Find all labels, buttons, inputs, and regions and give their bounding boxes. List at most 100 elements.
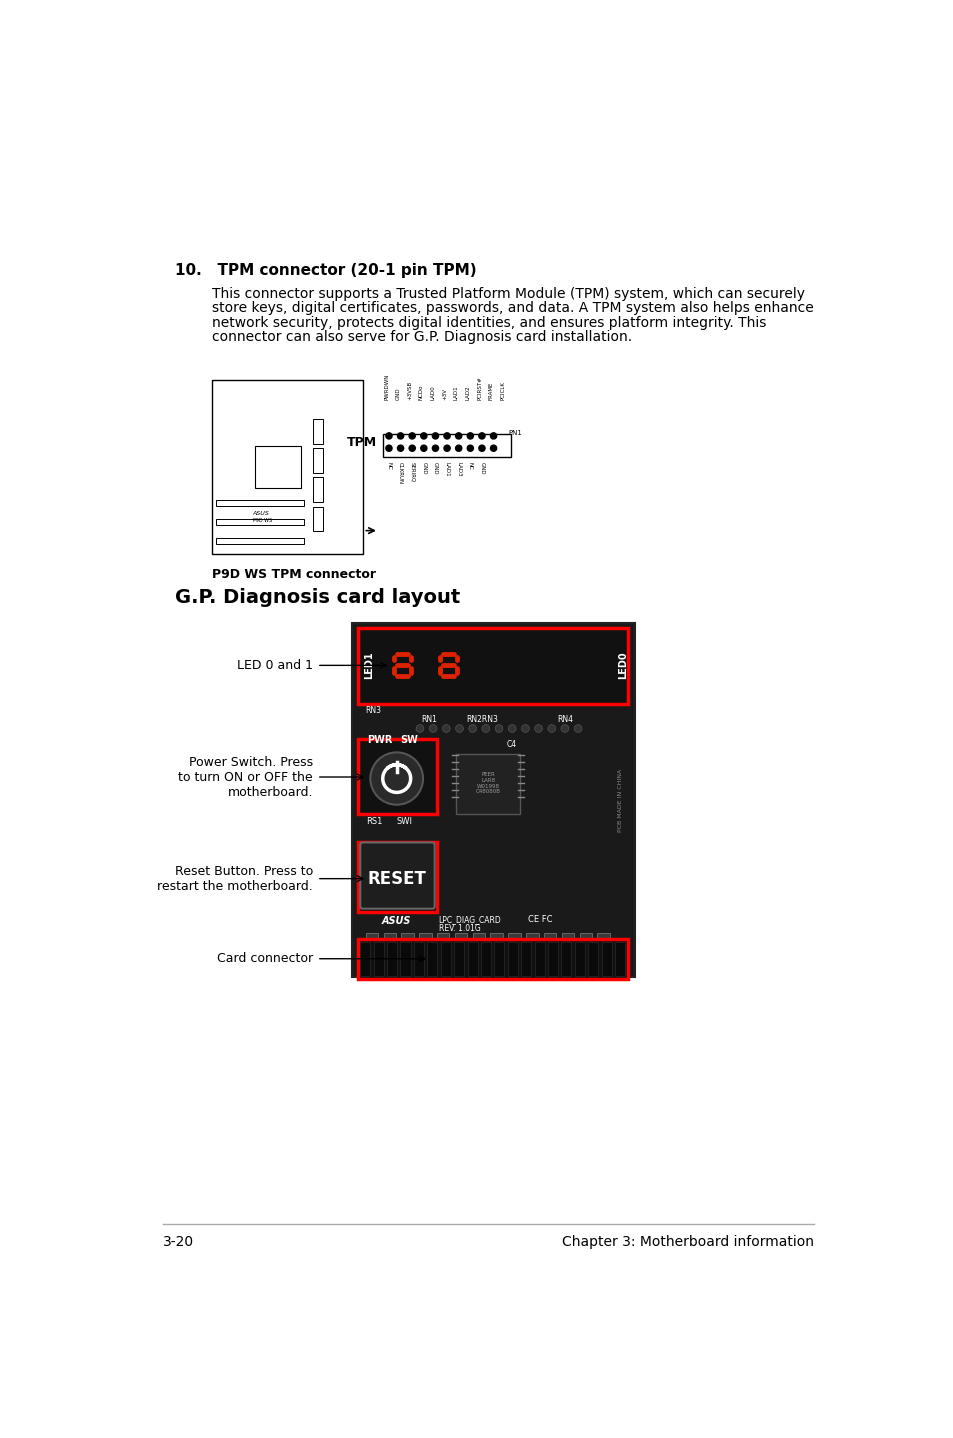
Circle shape [420, 433, 427, 439]
FancyBboxPatch shape [456, 754, 519, 814]
Text: LED 0 and 1: LED 0 and 1 [236, 659, 313, 672]
Text: RN3: RN3 [365, 706, 381, 715]
Circle shape [416, 725, 423, 732]
Circle shape [490, 433, 497, 439]
Circle shape [456, 433, 461, 439]
Circle shape [397, 433, 403, 439]
Text: RN1: RN1 [421, 716, 436, 725]
Text: SW: SW [399, 735, 417, 745]
Circle shape [409, 433, 415, 439]
FancyBboxPatch shape [490, 933, 502, 942]
Circle shape [521, 725, 529, 732]
FancyBboxPatch shape [561, 933, 574, 942]
FancyBboxPatch shape [597, 933, 609, 942]
FancyBboxPatch shape [454, 942, 464, 975]
Circle shape [508, 725, 516, 732]
Text: CLKRUN: CLKRUN [397, 462, 403, 485]
Text: LAD3: LAD3 [456, 462, 460, 477]
Circle shape [429, 725, 436, 732]
Text: Chapter 3: Motherboard information: Chapter 3: Motherboard information [562, 1235, 814, 1250]
FancyBboxPatch shape [387, 942, 396, 975]
Text: LED0: LED0 [618, 651, 627, 679]
Text: 3-20: 3-20 [163, 1235, 194, 1250]
Text: GND: GND [479, 462, 484, 475]
Text: RS1: RS1 [365, 817, 381, 825]
Circle shape [456, 725, 463, 732]
Text: NCDo: NCDo [418, 384, 423, 400]
FancyBboxPatch shape [357, 939, 628, 979]
Text: LED1: LED1 [363, 651, 374, 679]
FancyBboxPatch shape [520, 942, 531, 975]
Circle shape [478, 433, 484, 439]
Circle shape [467, 433, 473, 439]
Circle shape [490, 446, 497, 452]
Text: PCB MADE IN CHINA: PCB MADE IN CHINA [618, 768, 622, 831]
Text: TPM: TPM [346, 436, 376, 449]
Text: FRAME: FRAME [488, 381, 494, 400]
FancyBboxPatch shape [525, 933, 537, 942]
FancyBboxPatch shape [414, 942, 423, 975]
Text: PCIRST#: PCIRST# [476, 375, 481, 400]
Text: CE FC: CE FC [528, 915, 553, 923]
Text: P9D WS TPM connector: P9D WS TPM connector [212, 568, 375, 581]
Text: network security, protects digital identities, and ensures platform integrity. T: network security, protects digital ident… [212, 316, 766, 329]
Circle shape [385, 433, 392, 439]
FancyBboxPatch shape [440, 942, 451, 975]
Text: connector can also serve for G.P. Diagnosis card installation.: connector can also serve for G.P. Diagno… [212, 331, 632, 345]
Text: GND: GND [421, 462, 426, 475]
FancyBboxPatch shape [575, 942, 584, 975]
Text: LAD0: LAD0 [430, 385, 436, 400]
Circle shape [478, 446, 484, 452]
Circle shape [442, 725, 450, 732]
FancyBboxPatch shape [374, 942, 383, 975]
FancyBboxPatch shape [588, 942, 598, 975]
Circle shape [560, 725, 568, 732]
Text: +3V: +3V [442, 388, 447, 400]
Text: LPC_DIAG_CARD: LPC_DIAG_CARD [438, 915, 500, 923]
Circle shape [397, 446, 403, 452]
Text: PWRDWN: PWRDWN [384, 374, 389, 400]
Text: GND: GND [433, 462, 437, 475]
FancyBboxPatch shape [547, 942, 558, 975]
FancyBboxPatch shape [455, 933, 467, 942]
FancyBboxPatch shape [360, 843, 435, 909]
FancyBboxPatch shape [579, 933, 592, 942]
Circle shape [420, 446, 427, 452]
Text: LAD1: LAD1 [444, 462, 449, 477]
Text: store keys, digital certificates, passwords, and data. A TPM system also helps e: store keys, digital certificates, passwo… [212, 301, 813, 315]
FancyBboxPatch shape [357, 843, 436, 912]
Text: NC: NC [386, 462, 391, 470]
Circle shape [443, 446, 450, 452]
FancyBboxPatch shape [418, 933, 431, 942]
Text: RESET: RESET [367, 870, 426, 887]
FancyBboxPatch shape [494, 942, 504, 975]
FancyBboxPatch shape [480, 942, 491, 975]
Text: SERIRQ: SERIRQ [409, 462, 415, 482]
Circle shape [409, 446, 415, 452]
Text: RN4: RN4 [557, 716, 573, 725]
Circle shape [443, 433, 450, 439]
FancyBboxPatch shape [357, 739, 436, 814]
FancyBboxPatch shape [507, 942, 517, 975]
FancyBboxPatch shape [508, 933, 520, 942]
Circle shape [481, 725, 489, 732]
Circle shape [574, 725, 581, 732]
Circle shape [534, 725, 542, 732]
FancyBboxPatch shape [427, 942, 436, 975]
Text: Power Switch. Press
to turn ON or OFF the
motherboard.: Power Switch. Press to turn ON or OFF th… [178, 755, 313, 798]
Circle shape [456, 446, 461, 452]
Text: This connector supports a Trusted Platform Module (TPM) system, which can secure: This connector supports a Trusted Platfo… [212, 286, 804, 301]
Text: SWI: SWI [396, 817, 413, 825]
Circle shape [385, 446, 392, 452]
FancyBboxPatch shape [400, 942, 410, 975]
FancyBboxPatch shape [543, 933, 556, 942]
FancyBboxPatch shape [360, 942, 370, 975]
Text: RN2RN3: RN2RN3 [466, 716, 497, 725]
FancyBboxPatch shape [383, 933, 395, 942]
Circle shape [432, 446, 438, 452]
Circle shape [547, 725, 555, 732]
Text: Reset Button. Press to
restart the motherboard.: Reset Button. Press to restart the mothe… [157, 864, 313, 893]
Text: Card connector: Card connector [216, 952, 313, 965]
Text: LAD1: LAD1 [454, 385, 458, 400]
Text: NC: NC [467, 462, 473, 470]
